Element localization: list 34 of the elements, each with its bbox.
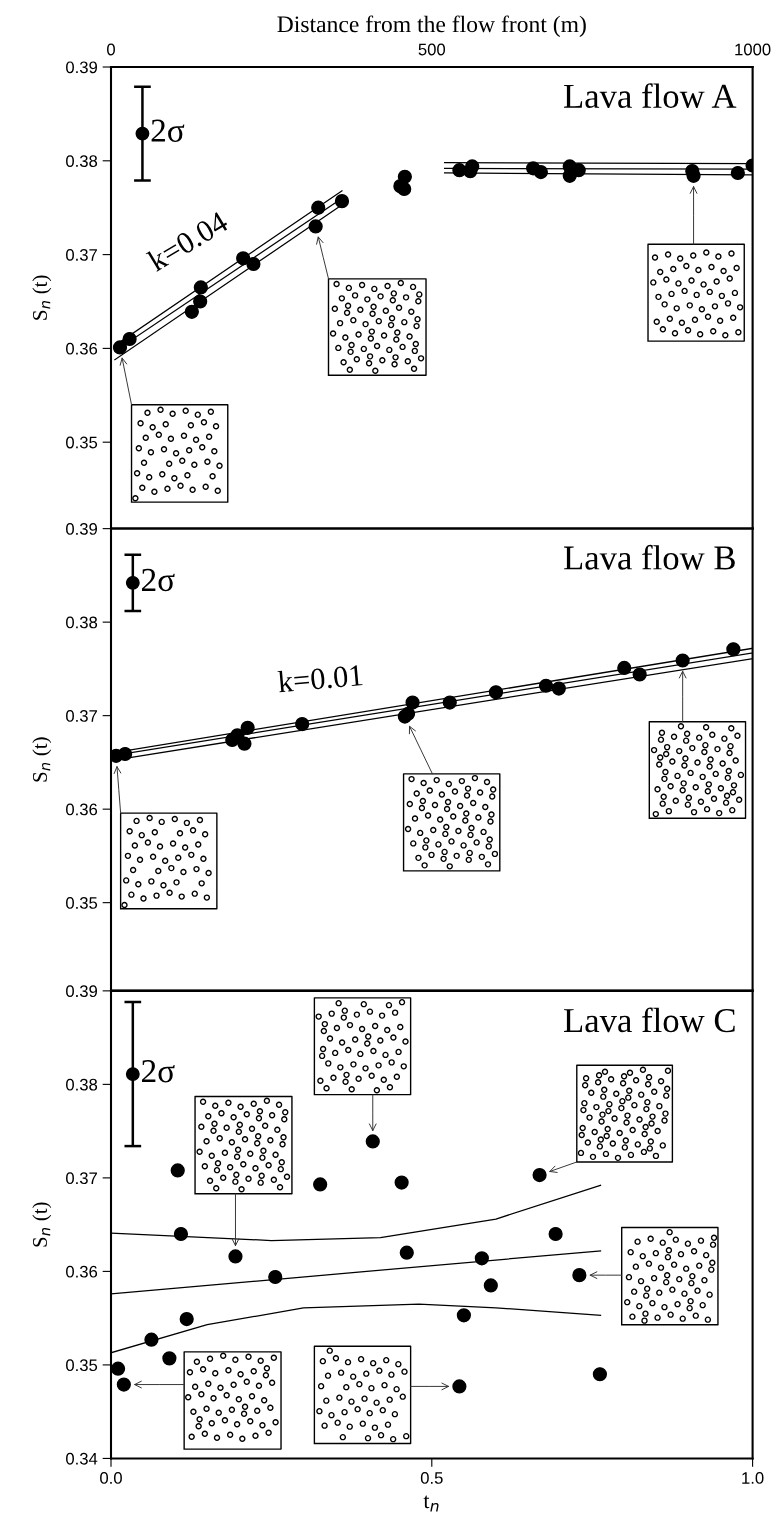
chart-title: Lava flow A	[563, 83, 737, 109]
x-tick-label: 1.0	[742, 1472, 764, 1484]
y-tick-label: 0.35	[66, 897, 98, 909]
chart-title: Lava flow B	[563, 544, 735, 570]
chart-title: Lava flow C	[563, 1007, 735, 1033]
y-tick-label: 0.38	[66, 616, 98, 629]
y-tick-label: 0.36	[66, 1265, 98, 1278]
x-tick-label: 0.0	[100, 1472, 122, 1484]
x2-tick-label: 1000	[735, 43, 771, 56]
y-axis-title: S$_{n}$ (t)	[32, 275, 52, 320]
x2-axis-title: Distance from the flow front (m)	[277, 15, 586, 38]
y-tick-label: 0.37	[66, 1172, 97, 1185]
x-tick-label: 0.5	[420, 1472, 443, 1484]
y-tick-label: 0.37	[66, 710, 97, 722]
y-axis-title: S$_{n}$ (t)	[32, 1202, 52, 1247]
series-label: 2σ	[141, 1060, 175, 1083]
series-label: 2σ	[141, 568, 175, 592]
y-axis-title: S$_{n}$ (t)	[32, 737, 52, 782]
y-tick-label: 0.38	[66, 1078, 98, 1091]
x2-tick-label: 0	[107, 43, 115, 56]
y-tick-label: 0.38	[66, 155, 98, 168]
y-tick-label: 0.36	[66, 803, 98, 816]
y-tick-label: 0.35	[66, 1359, 98, 1372]
y-tick-label: 0.34	[66, 1452, 98, 1465]
y-tick-label: 0.39	[66, 523, 98, 535]
y-tick-label: 0.35	[66, 436, 98, 449]
y-tick-label: 0.37	[66, 249, 97, 261]
y-tick-label: 0.39	[66, 61, 98, 74]
x2-tick-label: 500	[418, 43, 446, 56]
annotation: k=0.01	[277, 663, 363, 693]
x-axis-title: t$_{n}$	[423, 1495, 439, 1512]
y-tick-label: 0.39	[66, 985, 98, 998]
y-tick-label: 0.36	[66, 342, 98, 355]
series-label: 2σ	[151, 119, 185, 142]
